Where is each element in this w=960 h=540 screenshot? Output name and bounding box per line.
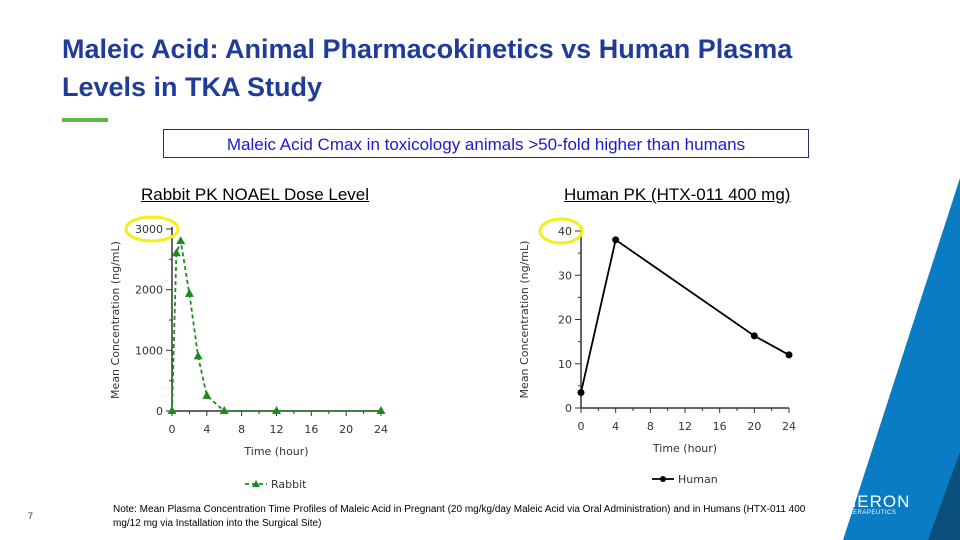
- rabbit-y-tick-label: 0: [156, 405, 163, 418]
- rabbit-chart-title: Rabbit PK NOAEL Dose Level: [141, 185, 370, 204]
- page-number: 7: [28, 511, 34, 521]
- rabbit-data-point: [272, 406, 281, 414]
- rabbit-x-tick-label: 4: [203, 423, 210, 436]
- human-series-line: [580, 238, 790, 393]
- rabbit-y-tick-label: 1000: [135, 344, 163, 357]
- human-y-tick-label: 30: [558, 269, 572, 282]
- rabbit-data-point: [219, 406, 229, 414]
- rabbit-series-line: [171, 237, 381, 412]
- title-accent-bar: [62, 118, 108, 122]
- page-title: Maleic Acid: Animal Pharmacokinetics vs …: [62, 34, 793, 102]
- human-y-tick-label: 0: [565, 402, 572, 415]
- human-y-axis-label: Mean Concentration (ng/mL): [518, 241, 531, 399]
- rabbit-data-point: [184, 288, 194, 297]
- rabbit-data-point: [193, 351, 203, 360]
- rabbit-x-tick-label: 16: [304, 423, 318, 436]
- rabbit-y-axis-label: Mean Concentration (ng/mL): [109, 241, 122, 399]
- logo-text: HERON: [844, 492, 911, 511]
- rabbit-y-tick-label: 2000: [135, 284, 163, 297]
- human-x-axis-label: Time (hour): [652, 442, 717, 455]
- rabbit-chart: 0 4 8 12 16 20 24 0 1000 2000 3000 Time (hour) Mean …: [109, 215, 388, 491]
- human-x-tick-label: 0: [578, 420, 585, 433]
- human-x-tick-label: 12: [678, 420, 692, 433]
- human-legend-label: Human: [678, 473, 718, 486]
- human-x-tick-label: 4: [612, 420, 619, 433]
- human-y-tick-label: 20: [558, 314, 572, 327]
- human-x-tick-label: 24: [782, 420, 796, 433]
- rabbit-data-point: [167, 406, 177, 414]
- rabbit-legend-label: Rabbit: [271, 478, 307, 491]
- rabbit-x-tick-label: 12: [270, 423, 284, 436]
- logo-subtext: THERAPEUTICS: [844, 510, 897, 516]
- human-highlight-circle: [538, 217, 584, 245]
- rabbit-highlight-circle: [124, 215, 180, 243]
- human-x-tick-label: 20: [747, 420, 761, 433]
- rabbit-y-tick-label: 3000: [135, 223, 163, 236]
- human-y-tick-label: 40: [558, 225, 572, 238]
- rabbit-data-point: [176, 236, 186, 245]
- callout-box: Maleic Acid Cmax in toxicology animals >…: [163, 129, 809, 158]
- rabbit-data-point: [171, 248, 181, 257]
- human-y-tick-label: 10: [558, 358, 572, 371]
- human-legend-marker: [660, 476, 666, 482]
- rabbit-data-point: [376, 406, 386, 414]
- rabbit-x-tick-label: 20: [339, 423, 353, 436]
- human-data-point: [750, 332, 758, 340]
- footnote: Note: Mean Plasma Concentration Time Pro…: [113, 504, 806, 529]
- human-x-tick-label: 8: [647, 420, 654, 433]
- human-chart: 0 4 8 12 16 20 24 0 10 20 30 40 Time (hour) Mean Conc…: [518, 217, 796, 486]
- human-chart-title: Human PK (HTX-011 400 mg): [564, 185, 791, 204]
- heron-logo: HERON THERAPEUTICS: [844, 492, 928, 516]
- rabbit-x-tick-label: 8: [238, 423, 245, 436]
- blue-stripe: [843, 178, 960, 540]
- rabbit-data-point: [202, 390, 212, 399]
- human-x-tick-label: 16: [713, 420, 727, 433]
- human-data-point: [612, 236, 620, 244]
- human-data-point: [577, 389, 585, 397]
- rabbit-x-tick-label: 0: [169, 423, 176, 436]
- rabbit-legend-marker: [252, 480, 260, 487]
- rabbit-x-axis-label: Time (hour): [243, 445, 308, 458]
- dark-stripe: [928, 452, 960, 540]
- human-data-point: [785, 351, 793, 359]
- rabbit-x-tick-label: 24: [374, 423, 388, 436]
